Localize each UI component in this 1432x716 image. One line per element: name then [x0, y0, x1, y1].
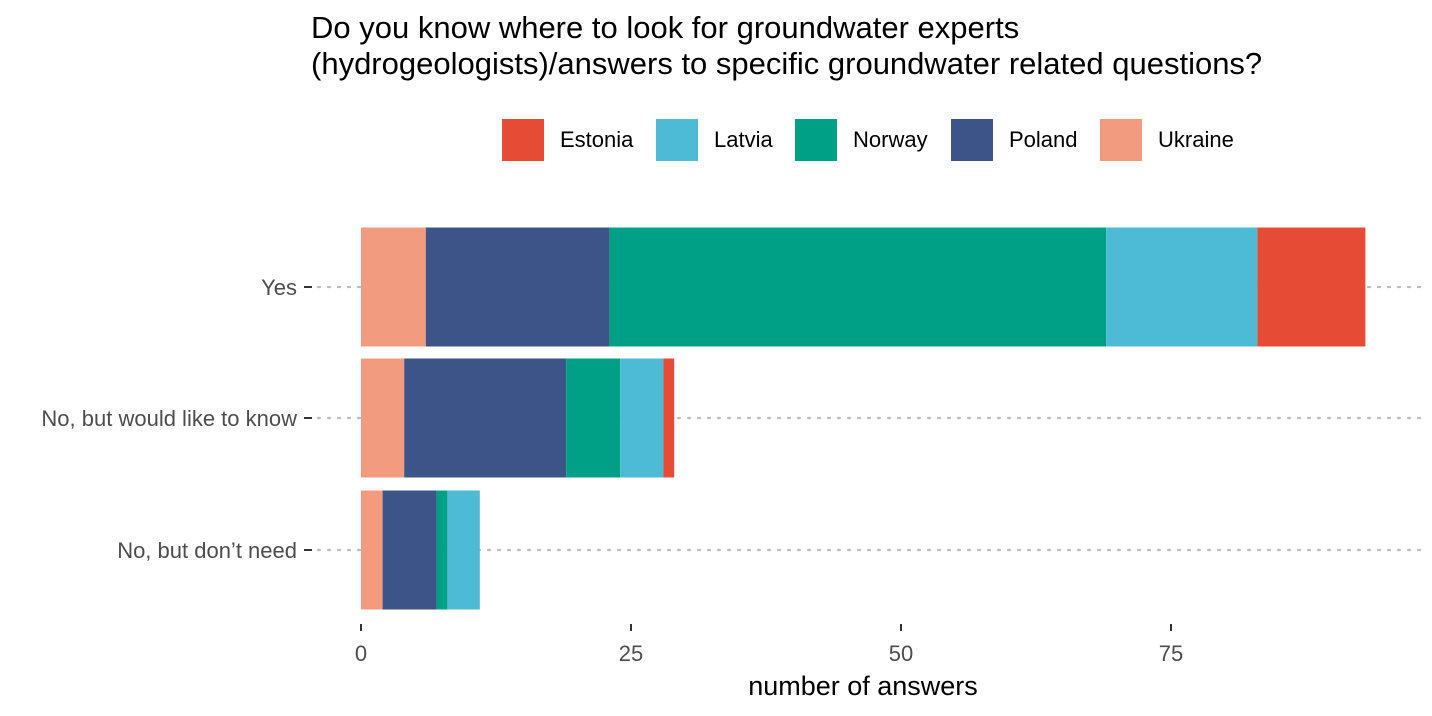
legend-item-poland: Poland — [951, 118, 1078, 162]
legend-swatch-latvia — [656, 119, 698, 161]
chart-legend: Estonia Latvia Norway Poland Ukraine — [0, 118, 1432, 162]
chart-title: Do you know where to look for groundwate… — [311, 10, 1421, 82]
legend-item-ukraine: Ukraine — [1100, 118, 1234, 162]
bar-no-but-don-t-need-latvia — [447, 490, 480, 610]
bar-yes-estonia — [1257, 227, 1366, 347]
legend-item-norway: Norway — [795, 118, 928, 162]
bar-yes-ukraine — [361, 227, 426, 347]
legend-swatch-ukraine — [1100, 119, 1142, 161]
legend-label-poland: Poland — [1009, 127, 1078, 152]
y-tick-label-no-but-would-like-to-know: No, but would like to know — [41, 406, 297, 431]
bar-yes-latvia — [1106, 227, 1258, 347]
bar-no-but-would-like-to-know-poland — [404, 358, 567, 478]
legend-item-estonia: Estonia — [502, 118, 633, 162]
bars — [361, 227, 1366, 610]
bar-yes-norway — [609, 227, 1107, 347]
chart-title-line-2: (hydrogeologists)/answers to specific gr… — [311, 46, 1263, 81]
bar-no-but-would-like-to-know-estonia — [663, 358, 675, 478]
y-axis: Yes No, but would like to know No, but don… — [41, 275, 312, 563]
x-tick-label-0: 0 — [355, 641, 367, 666]
legend-swatch-norway — [795, 119, 837, 161]
bar-no-but-would-like-to-know-ukraine — [361, 358, 405, 478]
legend-swatch-estonia — [502, 119, 544, 161]
x-axis: 0 25 50 75 — [355, 624, 1183, 666]
x-tick-label-75: 75 — [1159, 641, 1183, 666]
bar-no-but-don-t-need-norway — [436, 490, 448, 610]
legend-label-estonia: Estonia — [560, 127, 634, 152]
bar-no-but-don-t-need-ukraine — [361, 490, 383, 610]
legend-label-norway: Norway — [853, 127, 928, 152]
x-tick-label-25: 25 — [619, 641, 643, 666]
x-tick-label-50: 50 — [889, 641, 913, 666]
bar-no-but-would-like-to-know-norway — [566, 358, 621, 478]
legend-label-latvia: Latvia — [714, 127, 773, 152]
chart-title-line-1: Do you know where to look for groundwate… — [311, 10, 1020, 45]
bar-no-but-don-t-need-poland — [382, 490, 437, 610]
bar-no-but-would-like-to-know-latvia — [620, 358, 664, 478]
legend-label-ukraine: Ukraine — [1158, 127, 1234, 152]
bar-yes-poland — [425, 227, 610, 347]
legend-swatch-poland — [951, 119, 993, 161]
y-tick-label-no-but-don-t-need: No, but don’t need — [117, 538, 297, 563]
legend-item-latvia: Latvia — [656, 118, 773, 162]
y-tick-label-yes: Yes — [261, 275, 297, 300]
x-axis-title: number of answers — [748, 671, 978, 701]
